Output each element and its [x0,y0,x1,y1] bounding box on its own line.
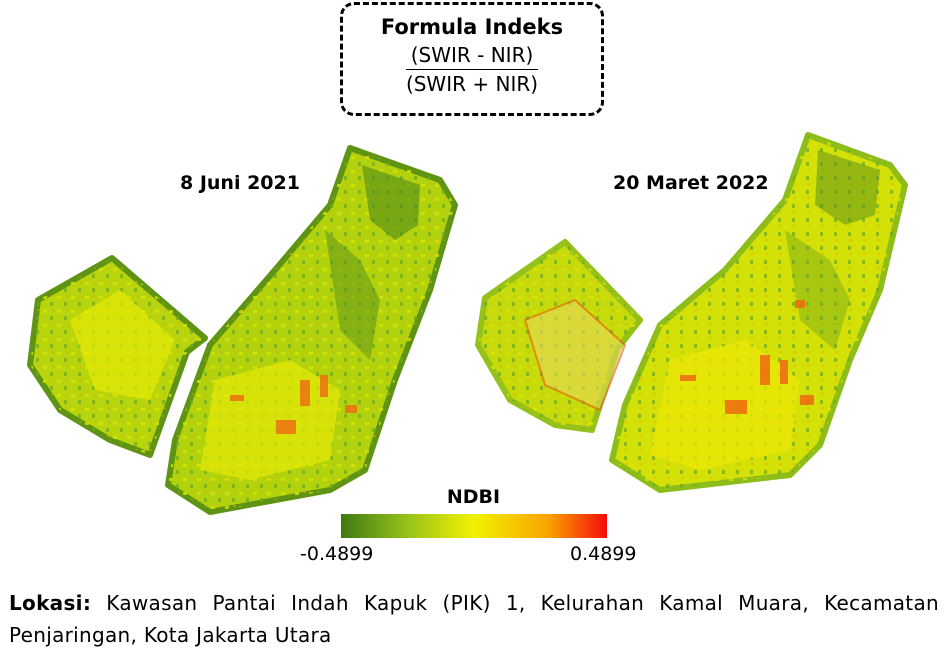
legend-max-label: 0.4899 [570,543,636,565]
map-2022-date: 20 Maret 2022 [613,172,769,194]
map-2021-date: 8 Juni 2021 [180,172,300,194]
caption-label: Lokasi: [9,591,91,615]
caption-text: Kawasan Pantai Indah Kapuk (PIK) 1, Kelu… [9,591,939,647]
map-2021 [30,148,455,512]
location-caption: Lokasi: Kawasan Pantai Indah Kapuk (PIK)… [9,587,939,651]
legend-min-label: -0.4899 [300,543,373,565]
legend-title: NDBI [340,486,607,508]
legend-color-ramp [341,514,607,538]
